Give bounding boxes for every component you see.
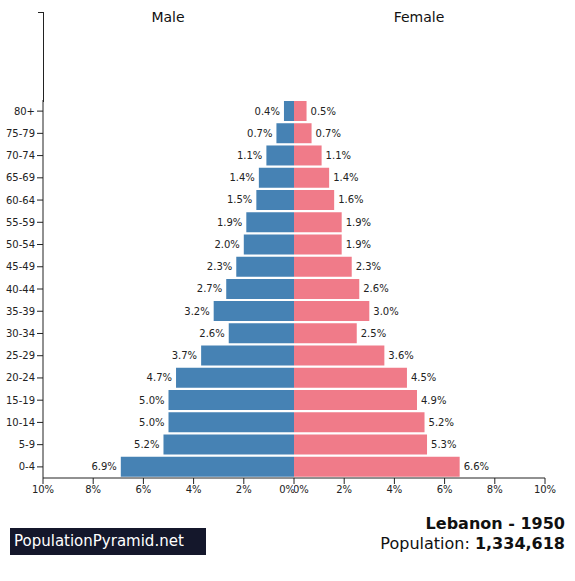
svg-text:8%: 8% bbox=[85, 484, 101, 495]
svg-text:2.6%: 2.6% bbox=[363, 283, 388, 294]
svg-text:1.9%: 1.9% bbox=[346, 217, 371, 228]
svg-text:1.6%: 1.6% bbox=[338, 194, 363, 205]
svg-text:5.2%: 5.2% bbox=[134, 439, 159, 450]
svg-text:55-59: 55-59 bbox=[8, 217, 35, 228]
svg-text:5.0%: 5.0% bbox=[139, 417, 164, 428]
html-text:Population: 1,334,618: Population: 1,334,618 bbox=[380, 534, 565, 553]
svg-text:6%: 6% bbox=[135, 484, 151, 495]
svg-text:1.9%: 1.9% bbox=[217, 217, 242, 228]
svg-text:2.5%: 2.5% bbox=[361, 328, 386, 339]
svg-text:35-39: 35-39 bbox=[8, 306, 35, 317]
svg-text:3.2%: 3.2% bbox=[184, 306, 209, 317]
svg-text:5-9: 5-9 bbox=[19, 439, 35, 450]
svg-text:3.0%: 3.0% bbox=[373, 306, 398, 317]
svg-text:50-54: 50-54 bbox=[8, 239, 35, 250]
html-text:Lebanon - 1950: Lebanon - 1950 bbox=[425, 514, 565, 533]
svg-text:2.6%: 2.6% bbox=[199, 328, 224, 339]
svg-text:1.4%: 1.4% bbox=[229, 172, 254, 183]
svg-text:1.1%: 1.1% bbox=[237, 150, 262, 161]
svg-text:0.5%: 0.5% bbox=[311, 106, 336, 117]
svg-text:6%: 6% bbox=[437, 484, 453, 495]
svg-text:1.5%: 1.5% bbox=[227, 194, 252, 205]
svg-text:4%: 4% bbox=[386, 484, 402, 495]
svg-text:40-44: 40-44 bbox=[8, 284, 35, 295]
svg-text:1.4%: 1.4% bbox=[333, 172, 358, 183]
svg-text:0.4%: 0.4% bbox=[255, 106, 280, 117]
svg-text:10%: 10% bbox=[534, 484, 556, 495]
svg-text:75-79: 75-79 bbox=[8, 128, 35, 139]
svg-text:0.7%: 0.7% bbox=[247, 128, 272, 139]
svg-text:4.9%: 4.9% bbox=[421, 395, 446, 406]
svg-text:0-4: 0-4 bbox=[19, 461, 35, 472]
svg-text:45-49: 45-49 bbox=[8, 261, 35, 272]
svg-text:5.0%: 5.0% bbox=[139, 395, 164, 406]
svg-text:3.7%: 3.7% bbox=[172, 350, 197, 361]
svg-text:20-24: 20-24 bbox=[8, 372, 35, 383]
svg-text:1.9%: 1.9% bbox=[346, 239, 371, 250]
svg-text:4.5%: 4.5% bbox=[411, 372, 436, 383]
svg-text:30-34: 30-34 bbox=[8, 328, 35, 339]
svg-text:4.7%: 4.7% bbox=[147, 372, 172, 383]
svg-text:2.3%: 2.3% bbox=[356, 261, 381, 272]
svg-text:15-19: 15-19 bbox=[8, 395, 35, 406]
svg-text:2.3%: 2.3% bbox=[207, 261, 232, 272]
svg-text:4%: 4% bbox=[186, 484, 202, 495]
svg-text:70-74: 70-74 bbox=[8, 150, 35, 161]
svg-text:6.9%: 6.9% bbox=[91, 461, 116, 472]
html-text:Male: Male bbox=[151, 9, 185, 25]
svg-text:1.1%: 1.1% bbox=[326, 150, 351, 161]
svg-text:80+: 80+ bbox=[14, 106, 35, 117]
svg-text:2.7%: 2.7% bbox=[197, 283, 222, 294]
svg-text:0%: 0% bbox=[294, 484, 309, 495]
svg-text:5.3%: 5.3% bbox=[431, 439, 456, 450]
svg-text:65-69: 65-69 bbox=[8, 172, 35, 183]
html-text:Female: Female bbox=[393, 9, 445, 25]
svg-text:25-29: 25-29 bbox=[8, 350, 35, 361]
html-text:PopulationPyramid.net: PopulationPyramid.net bbox=[14, 532, 184, 550]
svg-text:0%: 0% bbox=[279, 484, 294, 495]
svg-text:10-14: 10-14 bbox=[8, 417, 35, 428]
svg-text:60-64: 60-64 bbox=[8, 195, 35, 206]
svg-text:5.2%: 5.2% bbox=[429, 417, 454, 428]
svg-text:0.7%: 0.7% bbox=[316, 128, 341, 139]
svg-text:2%: 2% bbox=[236, 484, 252, 495]
svg-text:6.6%: 6.6% bbox=[464, 461, 489, 472]
svg-text:2%: 2% bbox=[336, 484, 352, 495]
svg-text:8%: 8% bbox=[487, 484, 503, 495]
svg-text:2.0%: 2.0% bbox=[214, 239, 239, 250]
svg-text:3.6%: 3.6% bbox=[388, 350, 413, 361]
svg-text:10%: 10% bbox=[32, 484, 54, 495]
